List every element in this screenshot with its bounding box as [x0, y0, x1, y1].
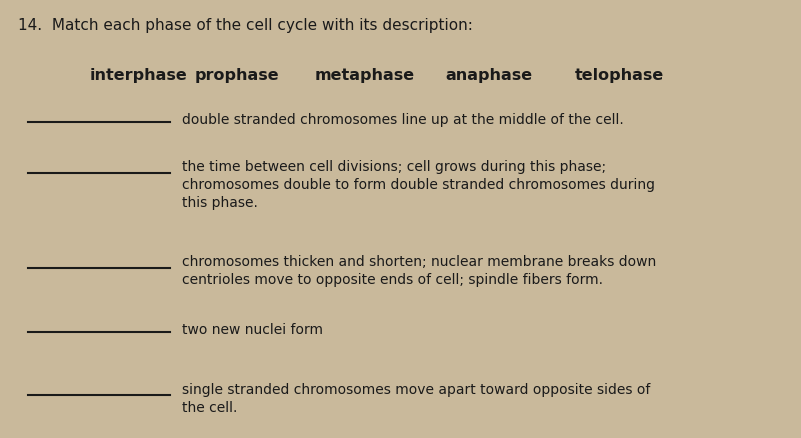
- Text: chromosomes thicken and shorten; nuclear membrane breaks down
centrioles move to: chromosomes thicken and shorten; nuclear…: [182, 255, 656, 287]
- Text: metaphase: metaphase: [315, 68, 415, 83]
- Text: double stranded chromosomes line up at the middle of the cell.: double stranded chromosomes line up at t…: [182, 113, 624, 127]
- Text: telophase: telophase: [575, 68, 664, 83]
- Text: anaphase: anaphase: [445, 68, 532, 83]
- Text: single stranded chromosomes move apart toward opposite sides of
the cell.: single stranded chromosomes move apart t…: [182, 383, 650, 415]
- Text: prophase: prophase: [195, 68, 280, 83]
- Text: interphase: interphase: [90, 68, 187, 83]
- Text: the time between cell divisions; cell grows during this phase;
chromosomes doubl: the time between cell divisions; cell gr…: [182, 160, 655, 210]
- Text: two new nuclei form: two new nuclei form: [182, 323, 323, 337]
- Text: 14.  Match each phase of the cell cycle with its description:: 14. Match each phase of the cell cycle w…: [18, 18, 473, 33]
